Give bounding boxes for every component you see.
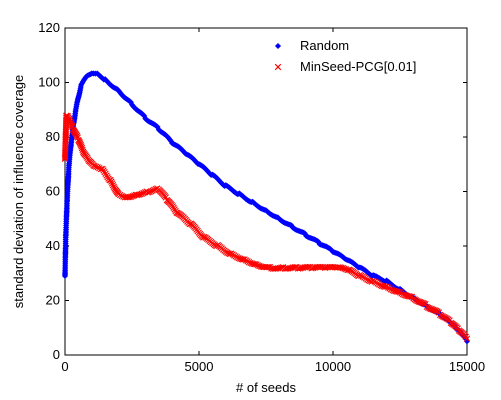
- legend-marker-random: [274, 42, 282, 50]
- data-point: [73, 132, 81, 140]
- data-point: [94, 164, 101, 171]
- data-point: [305, 263, 312, 271]
- x-tick-label: 15000: [449, 359, 485, 374]
- data-point: [395, 288, 402, 296]
- y-tick-label: 120: [38, 20, 60, 35]
- data-point: [109, 181, 117, 189]
- data-point: [78, 144, 86, 152]
- data-point: [118, 192, 126, 200]
- y-axis: 0 20 40 60 80 100 120: [38, 20, 467, 362]
- legend-label-minseed: MinSeed-PCG[0.01]: [300, 59, 416, 74]
- data-point: [78, 143, 85, 150]
- legend-marker: [274, 63, 282, 71]
- data-point: [108, 178, 115, 185]
- x-tick-label: 10000: [315, 359, 351, 374]
- legend-label-random: Random: [300, 38, 349, 53]
- y-tick-label: 40: [46, 238, 60, 253]
- series-minseed: [61, 112, 471, 342]
- legend: Random MinSeed-PCG[0.01]: [274, 38, 416, 74]
- data-point: [107, 176, 114, 184]
- y-tick-label: 60: [46, 184, 60, 199]
- y-tick-label: 100: [38, 75, 60, 90]
- x-axis: 0 5000 10000 15000: [61, 28, 485, 374]
- plot-area: [64, 27, 468, 356]
- y-axis-label: standard deviation of influence coverage: [11, 75, 26, 308]
- series-layer: [61, 70, 471, 345]
- y-tick-label: 20: [46, 293, 60, 308]
- data-point: [407, 293, 414, 300]
- data-point: [463, 335, 471, 342]
- x-tick-label: 0: [61, 359, 68, 374]
- data-point: [108, 180, 116, 187]
- legend-marker-minseed: [274, 63, 282, 71]
- data-point: [92, 163, 100, 170]
- data-point: [291, 263, 298, 271]
- data-point: [186, 220, 193, 228]
- series-random: [61, 70, 471, 345]
- x-tick-label: 5000: [185, 359, 214, 374]
- data-point: [147, 188, 155, 195]
- y-tick-label: 0: [53, 347, 60, 362]
- legend-marker: [274, 42, 282, 50]
- y-tick-label: 80: [46, 129, 60, 144]
- x-axis-label: # of seeds: [236, 380, 296, 395]
